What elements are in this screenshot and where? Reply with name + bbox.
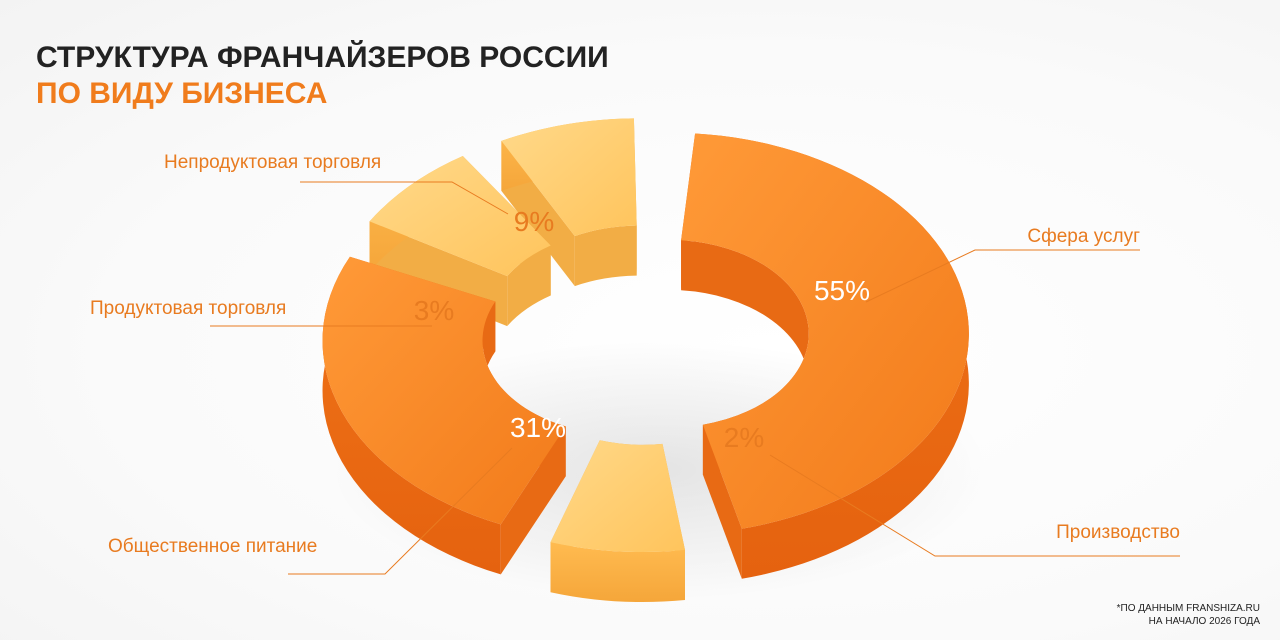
- slice-value-services: 55%: [814, 275, 870, 306]
- slice-label-nonfood-retail: Непродуктовая торговля: [164, 152, 381, 173]
- slice-value-food-retail: 3%: [414, 295, 454, 326]
- leader-line-catering: [288, 447, 513, 575]
- slice-label-production: Производство: [1056, 522, 1180, 543]
- slice-label-food-retail: Продуктовая торговля: [90, 298, 286, 319]
- slice-services: [681, 133, 969, 579]
- leader-line-nonfood-retail: [300, 181, 509, 215]
- leader-line-services: [865, 249, 1140, 303]
- slice-catering: [322, 256, 566, 575]
- leader-line-production: [769, 454, 1180, 557]
- chart-title: СТРУКТУРА ФРАНЧАЙЗЕРОВ РОССИИ ПО ВИДУ БИ…: [36, 40, 609, 112]
- slice-value-nonfood-retail: 9%: [514, 206, 554, 237]
- slice-label-catering: Общественное питание: [108, 536, 317, 557]
- slice-nonfood-retail: [501, 118, 637, 287]
- footnote-line2: НА НАЧАЛО 2026 ГОДА: [1148, 616, 1260, 627]
- slice-production: [550, 440, 685, 602]
- slice-label-services: Сфера услуг: [1027, 226, 1140, 247]
- source-footnote: *ПО ДАННЫМ FRANSHIZA.RU НА НАЧАЛО 2026 Г…: [1117, 602, 1260, 628]
- slice-value-production: 2%: [724, 422, 764, 453]
- slice-value-catering: 31%: [510, 412, 566, 443]
- chart-title-line1: СТРУКТУРА ФРАНЧАЙЗЕРОВ РОССИИ: [36, 41, 609, 74]
- footnote-line1: *ПО ДАННЫМ FRANSHIZA.RU: [1116, 603, 1260, 614]
- chart-title-line2: ПО ВИДУ БИЗНЕСА: [36, 77, 328, 110]
